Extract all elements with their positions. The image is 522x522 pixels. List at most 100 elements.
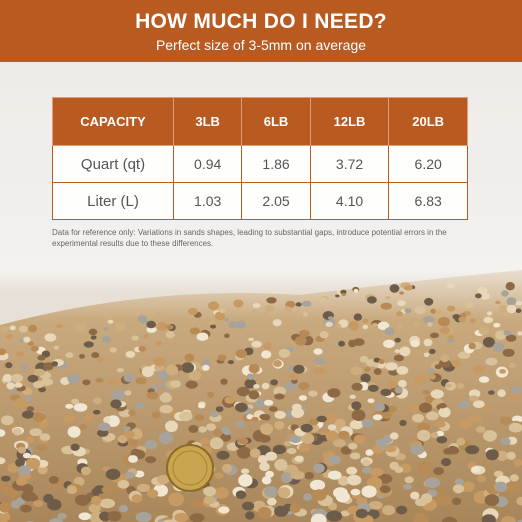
- pebble: [301, 433, 315, 445]
- pebble: [252, 303, 261, 308]
- pebble: [241, 468, 250, 474]
- pebble: [95, 377, 104, 383]
- pebble: [469, 318, 476, 324]
- pebble: [341, 293, 347, 296]
- pebble: [287, 346, 295, 352]
- pebble: [278, 348, 290, 358]
- cell: 2.05: [241, 182, 311, 220]
- pebble: [0, 348, 7, 356]
- pebble: [236, 420, 245, 428]
- pebble: [309, 479, 326, 491]
- pebble: [510, 385, 522, 395]
- pebble: [28, 324, 38, 333]
- column-header: 20LB: [388, 97, 468, 146]
- pebble: [131, 494, 143, 503]
- pebble: [21, 491, 36, 502]
- pebble: [368, 501, 383, 510]
- pebble: [385, 362, 398, 371]
- pebble: [73, 403, 88, 412]
- pebble: [125, 350, 136, 358]
- pebble: [246, 373, 255, 380]
- pebble: [340, 446, 352, 455]
- pebble: [274, 420, 285, 430]
- pebble: [114, 321, 126, 331]
- pebble: [443, 448, 454, 455]
- pebble: [128, 410, 136, 416]
- pebble: [483, 316, 494, 324]
- pebble: [326, 510, 343, 522]
- pebble: [181, 362, 195, 373]
- pebble: [135, 377, 147, 385]
- pebble: [410, 444, 425, 455]
- pebble: [20, 364, 28, 371]
- pebble: [99, 511, 111, 522]
- pebble: [65, 352, 74, 358]
- pebble: [155, 340, 163, 346]
- pebble: [367, 296, 377, 304]
- pebble: [251, 340, 262, 348]
- pebble: [262, 311, 269, 317]
- pebble: [440, 326, 451, 335]
- pebble: [82, 379, 91, 386]
- pebble: [337, 475, 350, 486]
- pebble: [43, 362, 54, 371]
- pebble: [48, 518, 64, 522]
- pebble: [207, 391, 215, 398]
- pebble: [220, 378, 228, 385]
- gravel-photo: [0, 270, 522, 522]
- pebble: [397, 379, 407, 388]
- pebble: [197, 403, 206, 409]
- pebble: [146, 391, 159, 400]
- pebble: [63, 414, 76, 423]
- pebble: [414, 306, 426, 315]
- pebble: [2, 374, 13, 383]
- pebble: [394, 466, 404, 473]
- pebble: [65, 403, 74, 409]
- pebble: [361, 485, 377, 498]
- table-row: Quart (qt) 0.94 1.86 3.72 6.20: [52, 145, 468, 183]
- pebble: [304, 472, 315, 480]
- pebble: [48, 476, 59, 484]
- pebble: [420, 493, 433, 504]
- pebble: [27, 341, 34, 346]
- pebble: [119, 504, 128, 513]
- pebble: [90, 335, 97, 340]
- pebble: [295, 302, 302, 307]
- pebble: [233, 299, 244, 308]
- pebble: [248, 337, 254, 342]
- pebble: [109, 347, 117, 353]
- pebble: [389, 284, 400, 293]
- pebble: [157, 474, 170, 485]
- pebble: [140, 317, 148, 324]
- pebble: [0, 415, 14, 426]
- pebble: [497, 389, 506, 397]
- pebble: [373, 368, 382, 375]
- pebble: [313, 463, 325, 474]
- pebble: [353, 288, 359, 293]
- pebble: [214, 311, 226, 321]
- pebble: [86, 414, 94, 421]
- pebble: [248, 390, 260, 400]
- pebble: [90, 495, 102, 506]
- pebble: [0, 326, 9, 332]
- pebble: [80, 466, 91, 476]
- pebble: [423, 338, 433, 347]
- pebble: [369, 467, 384, 477]
- pebble: [438, 407, 451, 418]
- pebble: [417, 423, 430, 431]
- pebble: [350, 452, 361, 460]
- pebble: [14, 382, 23, 388]
- pebble: [280, 472, 293, 483]
- pebble: [134, 402, 146, 409]
- pebble: [21, 484, 34, 494]
- capacity-table: CAPACITY 3LB 6LB 12LB 20LB Quart (qt) 0.…: [52, 97, 468, 220]
- pebble: [404, 308, 412, 314]
- pebble: [251, 416, 259, 422]
- pebble: [37, 465, 48, 475]
- pebble: [362, 318, 369, 324]
- pebble: [265, 451, 278, 461]
- pebble: [394, 386, 403, 394]
- pebble: [37, 355, 46, 361]
- pebble: [283, 440, 292, 447]
- pebble: [153, 357, 166, 367]
